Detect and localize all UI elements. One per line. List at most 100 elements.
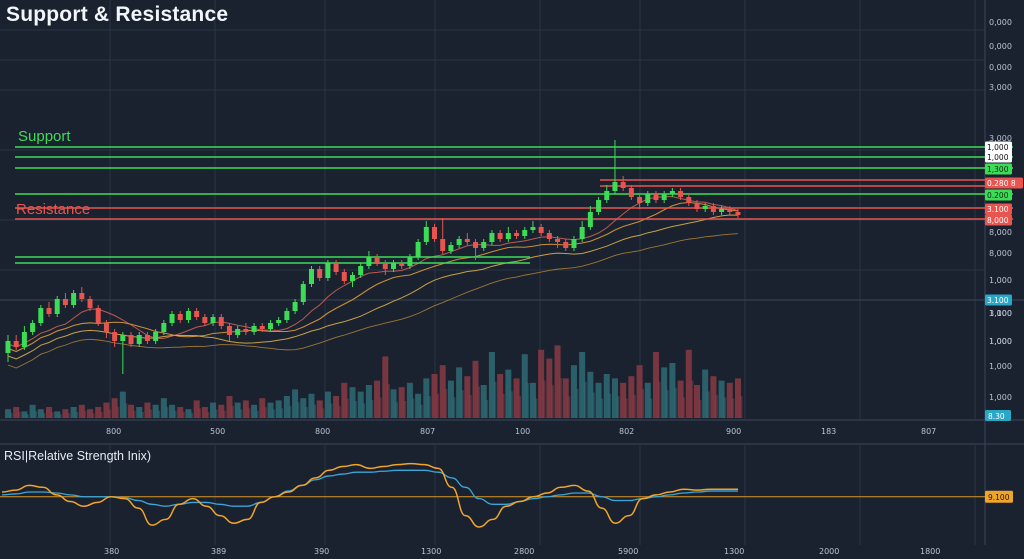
volume-bar — [144, 402, 151, 418]
volume-bar — [91, 413, 95, 418]
candle-body — [333, 263, 339, 272]
volume-bar — [444, 388, 448, 418]
volume-bar — [485, 399, 489, 418]
volume-bar — [542, 380, 546, 418]
volume-bar — [148, 409, 152, 418]
volume-bar — [374, 380, 381, 418]
candle-body — [579, 227, 585, 239]
candle-body — [103, 323, 109, 332]
volume-bar — [620, 382, 627, 418]
volume-axis-label: 1,000 — [989, 362, 1012, 371]
volume-bar — [222, 410, 226, 418]
candle-body — [604, 191, 610, 200]
volume-bar — [234, 402, 241, 418]
volume-bar — [587, 371, 594, 418]
y-axis-label: 0,000 — [989, 63, 1012, 72]
volume-bar — [111, 398, 118, 418]
volume-bar — [456, 367, 463, 418]
volume-bar — [661, 367, 668, 418]
price-tag: 3.100 — [985, 203, 1012, 215]
volume-bar — [693, 385, 700, 418]
candle-body — [21, 332, 27, 347]
candle-body — [637, 197, 643, 203]
candle-body — [79, 293, 85, 299]
volume-bar — [362, 403, 366, 418]
volume-bar — [567, 396, 571, 418]
volume-bar — [308, 393, 315, 418]
volume-bar — [382, 356, 389, 418]
volume-bar — [337, 405, 341, 418]
volume-bar — [477, 386, 481, 418]
candle-body — [727, 209, 733, 212]
candle-body — [120, 335, 126, 341]
volume-bar — [735, 378, 741, 418]
volume-bar — [739, 396, 743, 418]
volume-bar — [611, 378, 618, 418]
candle-body — [628, 188, 634, 197]
volume-bar — [70, 407, 77, 418]
volume-bar — [226, 396, 233, 418]
volume-bar — [9, 413, 13, 418]
volume-tag-text: 8.30 — [988, 412, 1005, 421]
volume-bar — [173, 410, 177, 418]
rsi-x-axis-label: 1300 — [724, 547, 744, 556]
volume-bar — [644, 382, 651, 418]
volume-bar — [600, 398, 604, 418]
volume-bar — [21, 411, 28, 418]
x-axis-label: 900 — [726, 427, 741, 436]
volume-bar — [579, 352, 586, 418]
volume-bar — [324, 391, 331, 418]
candle-body — [587, 212, 593, 227]
volume-bars — [5, 345, 743, 418]
y-axis-label: 1,000 — [989, 276, 1012, 285]
candle-body — [267, 323, 273, 329]
grid-lines — [0, 0, 985, 545]
candle-body — [30, 323, 36, 332]
volume-bar — [460, 390, 464, 418]
volume-bar — [316, 400, 323, 418]
rsi-x-axis-label: 389 — [211, 547, 226, 556]
volume-bar — [242, 400, 249, 418]
candle-body — [218, 317, 224, 326]
x-axis-label: 802 — [619, 427, 634, 436]
candle-body — [555, 239, 561, 242]
volume-bar — [468, 395, 472, 418]
volume-bar — [181, 411, 185, 418]
volume-bar — [698, 399, 702, 418]
rsi-x-axis-label: 2000 — [819, 547, 839, 556]
volume-bar — [447, 380, 454, 418]
candle-body — [325, 263, 331, 278]
volume-bar — [636, 365, 643, 418]
volume-bar — [66, 413, 70, 418]
candle-body — [95, 308, 101, 323]
volume-bar — [78, 404, 85, 418]
volume-bar — [304, 407, 308, 418]
x-axis-label: 807 — [420, 427, 435, 436]
volume-bar — [46, 407, 53, 418]
candle-body — [300, 284, 306, 302]
volume-bar — [283, 396, 290, 418]
volume-bar — [497, 374, 504, 418]
candle-body — [202, 317, 208, 323]
price-tag: 1,000 — [985, 151, 1012, 163]
candle-body — [38, 308, 44, 323]
volume-bar — [95, 407, 102, 418]
volume-bar — [591, 392, 595, 418]
volume-bar — [58, 414, 62, 418]
volume-bar — [682, 397, 686, 418]
rsi-title: RSI|Relative Strength Inix) — [4, 449, 152, 463]
volume-bar — [75, 411, 79, 418]
price-tag-box — [985, 141, 1012, 153]
volume-bar — [62, 409, 69, 418]
y-axis-label: 3,000 — [989, 83, 1012, 92]
volume-bar — [505, 369, 512, 418]
candle-body — [505, 233, 511, 239]
volume-bar — [255, 410, 259, 418]
volume-bar — [177, 407, 184, 418]
volume-bar — [214, 409, 218, 418]
volume-bar — [239, 409, 243, 418]
x-axis-label: 100 — [515, 427, 530, 436]
candle-body — [5, 341, 11, 353]
candle-body — [243, 329, 249, 332]
